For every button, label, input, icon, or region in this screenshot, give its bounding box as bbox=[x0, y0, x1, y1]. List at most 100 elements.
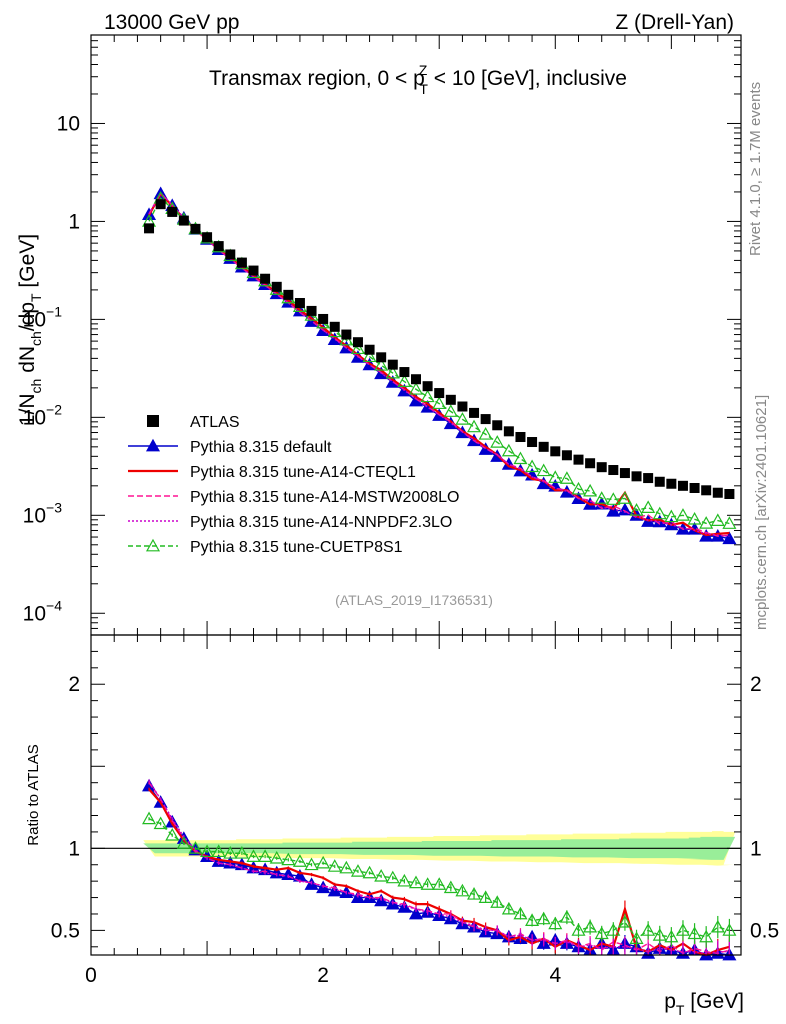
series-marker-ratio bbox=[606, 923, 621, 936]
atlas-data-point bbox=[631, 471, 642, 482]
atlas-data-point bbox=[480, 414, 491, 425]
atlas-data-point bbox=[503, 426, 514, 437]
legend-entry: Pythia 8.315 tune-CUETP8S1 bbox=[128, 538, 403, 556]
atlas-data-point bbox=[155, 199, 166, 210]
series-marker-ratio bbox=[362, 865, 377, 879]
legend-label: Pythia 8.315 tune-A14-MSTW2008LO bbox=[190, 489, 459, 506]
series-marker-main bbox=[490, 435, 505, 448]
series-marker-main bbox=[629, 503, 644, 516]
legend: ATLAS Pythia 8.315 default Pythia 8.315 tu… bbox=[128, 414, 459, 556]
main-axis-ticks: 10 1 10−1 10−2 10−3 10−4 bbox=[23, 34, 742, 636]
ratio-y-axis-label: Ratio to ATLAS bbox=[25, 744, 42, 845]
series-line-main bbox=[148, 191, 730, 537]
atlas-data-point bbox=[376, 352, 387, 363]
series-marker-ratio bbox=[536, 911, 551, 925]
legend-swatch-atlas bbox=[147, 415, 159, 427]
atlas-data-point bbox=[306, 305, 317, 316]
ratio-y-tick-label-right: 0.5 bbox=[750, 919, 779, 942]
series-marker-ratio bbox=[629, 931, 644, 944]
series-marker-ratio bbox=[246, 849, 261, 862]
series-marker-ratio bbox=[699, 929, 714, 943]
atlas-data-point bbox=[329, 321, 340, 332]
series-marker-ratio bbox=[397, 873, 412, 887]
series-marker-ratio bbox=[188, 841, 203, 854]
atlas-data-point bbox=[202, 232, 213, 243]
series-marker-ratio bbox=[374, 868, 389, 882]
series-line-ratio bbox=[148, 788, 730, 957]
series-marker-main bbox=[455, 412, 470, 425]
ratio-axis-ticks: 0 2 4 0.5 0.5 1 1 2 2 bbox=[51, 635, 779, 987]
title-sub: T bbox=[419, 81, 428, 97]
series-marker-ratio bbox=[525, 913, 540, 926]
atlas-data-point bbox=[213, 241, 224, 252]
x-tick-label: 0 bbox=[85, 964, 97, 987]
series-marker-ratio bbox=[176, 836, 191, 849]
series-marker-ratio bbox=[617, 914, 632, 928]
atlas-data-point bbox=[364, 344, 375, 355]
atlas-data-point bbox=[190, 223, 201, 234]
ratio-plot-panel: 0 2 4 0.5 0.5 1 1 2 2 Ratio to ATLAS pT [GeV] bbox=[25, 634, 779, 1018]
series-marker-ratio bbox=[432, 877, 447, 890]
series-marker-main bbox=[664, 509, 679, 523]
series-line-main bbox=[148, 191, 730, 537]
legend-swatch-marker bbox=[145, 438, 161, 452]
y-axis-label: 1/Nch dNch/dpT [GeV] bbox=[16, 234, 44, 426]
series-marker-main bbox=[583, 483, 598, 497]
series-marker-ratio bbox=[350, 864, 365, 877]
series-marker-ratio bbox=[385, 870, 400, 884]
atlas-data-point bbox=[654, 476, 665, 487]
series-marker-ratio bbox=[142, 811, 157, 825]
atlas-data-point bbox=[492, 420, 503, 431]
title-tail: < 10 [GeV], inclusive bbox=[428, 67, 627, 90]
atlas-data-point bbox=[225, 249, 236, 260]
series-line-main bbox=[148, 192, 730, 540]
series-marker-main bbox=[722, 516, 737, 529]
series-marker-main bbox=[420, 389, 435, 403]
atlas-data-point bbox=[283, 289, 294, 300]
series-marker-ratio bbox=[652, 928, 667, 941]
series-marker-ratio bbox=[234, 846, 249, 859]
series-marker-ratio bbox=[420, 877, 435, 890]
series-marker-ratio bbox=[490, 895, 505, 908]
series-marker-main bbox=[362, 349, 377, 363]
atlas-data-point bbox=[399, 367, 410, 378]
atlas-data-point bbox=[434, 388, 445, 399]
series-marker-ratio bbox=[327, 859, 342, 872]
series-marker-ratio bbox=[571, 923, 586, 936]
atlas-data-point bbox=[538, 441, 549, 452]
series-marker-main bbox=[478, 427, 493, 440]
series-marker-ratio bbox=[443, 880, 458, 894]
legend-entry: Pythia 8.315 tune-A14-NNPDF2.3LO bbox=[128, 514, 452, 531]
series-marker-ratio bbox=[594, 926, 609, 940]
series-marker-ratio bbox=[281, 867, 296, 880]
atlas-data-point bbox=[666, 478, 677, 489]
ratio-y-tick-label: 2 bbox=[68, 673, 80, 696]
atlas-data-point bbox=[422, 381, 433, 392]
series-marker-ratio bbox=[339, 860, 354, 874]
x-tick-label: 4 bbox=[549, 964, 561, 987]
series-marker-main bbox=[548, 470, 563, 483]
atlas-data-point bbox=[573, 454, 584, 465]
main-y-tick-label: 10 bbox=[57, 112, 80, 135]
series-marker-ratio bbox=[292, 854, 307, 867]
series-marker-ratio bbox=[641, 923, 656, 936]
title-main: Transmax region, 0 < p bbox=[209, 67, 425, 90]
main-plot-panel: 10 1 10−1 10−2 10−3 10−4 Transmax region, 0 <… bbox=[16, 34, 742, 636]
legend-label: ATLAS bbox=[190, 414, 240, 431]
atlas-data-point bbox=[643, 473, 654, 484]
legend-swatch-marker bbox=[145, 538, 161, 552]
atlas-data-point bbox=[712, 487, 723, 498]
series-marker-ratio bbox=[583, 919, 598, 933]
series-marker-main bbox=[641, 500, 656, 513]
ratio-plot-frame bbox=[90, 634, 742, 956]
legend-label: Pythia 8.315 tune-CUETP8S1 bbox=[190, 539, 403, 556]
series-line-main bbox=[148, 191, 730, 537]
atlas-data-point bbox=[724, 489, 735, 500]
rivet-version-label: Rivet 4.1.0, ≥ 1.7M events bbox=[747, 82, 764, 256]
atlas-data-point bbox=[260, 273, 271, 284]
atlas-data-point bbox=[515, 432, 526, 443]
atlas-data-point bbox=[352, 337, 363, 348]
series-marker-ratio bbox=[467, 887, 482, 900]
atlas-data-point bbox=[701, 485, 712, 496]
